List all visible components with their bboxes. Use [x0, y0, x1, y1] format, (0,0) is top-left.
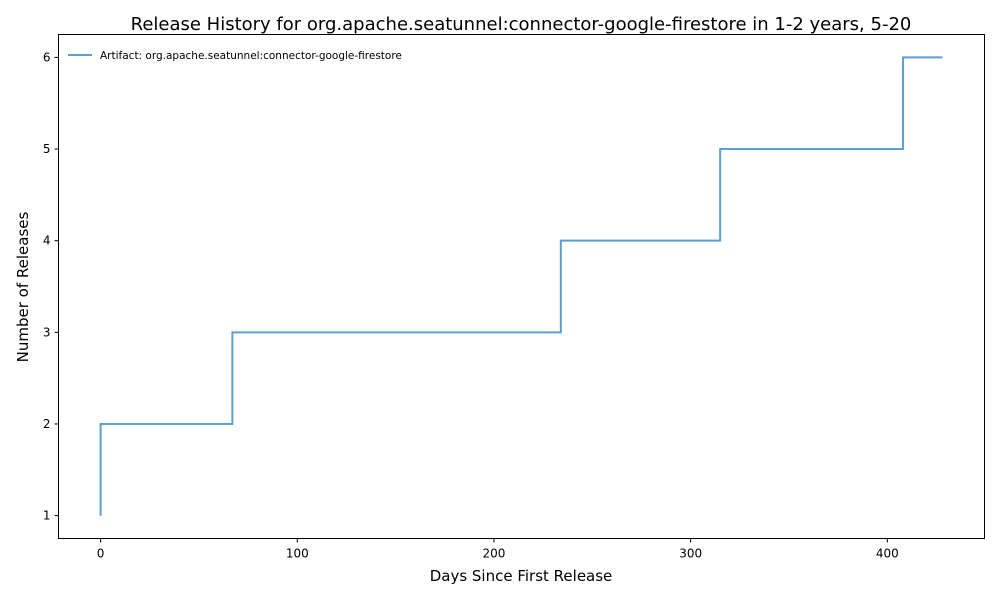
y-tick-label: 1 — [43, 509, 51, 523]
legend: Artifact: org.apache.seatunnel:connector… — [68, 50, 402, 62]
y-axis-title: Number of Releases — [14, 211, 32, 362]
x-tick-label: 0 — [97, 547, 105, 561]
x-tick-label: 300 — [679, 547, 702, 561]
plot-area — [58, 34, 985, 539]
x-axis-ticks: 0 100 200 300 400 — [97, 538, 899, 561]
y-tick-label: 6 — [43, 50, 51, 64]
x-tick-label: 100 — [286, 547, 309, 561]
chart-title: Release History for org.apache.seatunnel… — [131, 14, 912, 35]
y-tick-label: 5 — [43, 142, 51, 156]
y-tick-label: 3 — [43, 325, 51, 339]
axes-frame — [58, 34, 985, 539]
y-axis-ticks: 1 2 3 4 5 6 — [43, 50, 59, 523]
y-tick-label: 4 — [43, 234, 51, 248]
series-layer — [99, 56, 943, 516]
y-tick-label: 2 — [43, 417, 51, 431]
x-tick-label: 400 — [876, 547, 899, 561]
x-axis-title: Days Since First Release — [430, 567, 613, 585]
legend-label: Artifact: org.apache.seatunnel:connector… — [100, 50, 402, 62]
series-line — [99, 56, 943, 516]
x-tick-label: 200 — [483, 547, 506, 561]
